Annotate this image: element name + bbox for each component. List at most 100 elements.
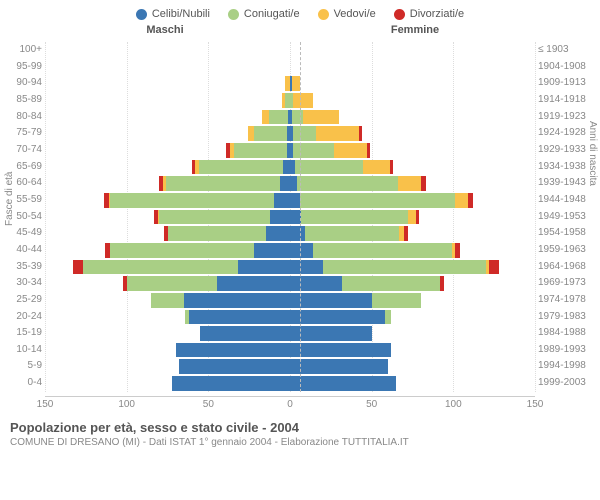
female-bars — [290, 93, 535, 108]
bar-segment — [290, 276, 342, 291]
male-bars — [45, 110, 290, 125]
bar-segment — [334, 143, 367, 158]
age-label: 65-69 — [2, 161, 42, 172]
male-bars — [45, 60, 290, 75]
legend-swatch — [318, 9, 329, 20]
age-row: 0-41999-2003 — [45, 375, 535, 392]
x-tick: 50 — [366, 399, 377, 410]
age-row: 35-391964-1968 — [45, 259, 535, 276]
birth-year-label: ≤ 1903 — [538, 44, 598, 55]
bar-group — [45, 210, 535, 225]
bar-segment — [359, 126, 362, 141]
bar-segment — [179, 359, 290, 374]
age-row: 40-441959-1963 — [45, 242, 535, 259]
female-bars — [290, 326, 535, 341]
age-row: 25-291974-1978 — [45, 292, 535, 309]
bar-segment — [385, 310, 392, 325]
age-row: 30-341969-1973 — [45, 275, 535, 292]
bar-segment — [274, 193, 290, 208]
bar-group — [45, 93, 535, 108]
bar-segment — [290, 226, 305, 241]
birth-year-label: 1994-1998 — [538, 360, 598, 371]
bar-segment — [280, 176, 290, 191]
male-bars — [45, 76, 290, 91]
bar-segment — [295, 160, 364, 175]
bar-segment — [110, 243, 254, 258]
column-headers: Maschi Femmine — [0, 24, 600, 36]
bar-segment — [290, 343, 391, 358]
female-bars — [290, 243, 535, 258]
bar-segment — [254, 243, 290, 258]
male-header: Maschi — [0, 24, 290, 36]
bar-segment — [290, 376, 396, 391]
age-label: 10-14 — [2, 344, 42, 355]
bar-segment — [323, 260, 486, 275]
bar-segment — [266, 226, 291, 241]
bar-segment — [293, 93, 313, 108]
bar-group — [45, 310, 535, 325]
bar-group — [45, 276, 535, 291]
female-bars — [290, 226, 535, 241]
bar-segment — [176, 343, 290, 358]
birth-year-label: 1964-1968 — [538, 261, 598, 272]
bar-group — [45, 243, 535, 258]
female-bars — [290, 43, 535, 58]
bar-segment — [316, 126, 358, 141]
bar-segment — [489, 260, 499, 275]
female-bars — [290, 310, 535, 325]
female-bars — [290, 176, 535, 191]
bar-segment — [199, 160, 284, 175]
birth-year-label: 1939-1943 — [538, 177, 598, 188]
birth-year-label: 1919-1923 — [538, 111, 598, 122]
population-pyramid-chart: Fasce di età Anni di nascita 100+≤ 19039… — [0, 36, 600, 416]
age-label: 30-34 — [2, 277, 42, 288]
age-row: 65-691934-1938 — [45, 159, 535, 176]
female-bars — [290, 276, 535, 291]
bar-segment — [455, 243, 460, 258]
bar-segment — [301, 210, 407, 225]
legend-swatch — [136, 9, 147, 20]
age-label: 60-64 — [2, 177, 42, 188]
male-bars — [45, 359, 290, 374]
age-row: 85-891914-1918 — [45, 92, 535, 109]
legend-item: Coniugati/e — [228, 8, 300, 20]
bar-segment — [404, 226, 407, 241]
bar-group — [45, 176, 535, 191]
age-label: 70-74 — [2, 144, 42, 155]
female-header: Femmine — [290, 24, 600, 36]
age-label: 20-24 — [2, 311, 42, 322]
bar-segment — [290, 260, 323, 275]
male-bars — [45, 343, 290, 358]
chart-subtitle: COMUNE DI DRESANO (MI) - Dati ISTAT 1° g… — [10, 437, 590, 448]
bar-segment — [290, 293, 372, 308]
birth-year-label: 1969-1973 — [538, 277, 598, 288]
bar-group — [45, 226, 535, 241]
male-bars — [45, 243, 290, 258]
bar-segment — [73, 260, 83, 275]
x-tick: 50 — [203, 399, 214, 410]
bar-segment — [416, 210, 419, 225]
birth-year-label: 1979-1983 — [538, 311, 598, 322]
male-bars — [45, 376, 290, 391]
age-label: 80-84 — [2, 111, 42, 122]
age-label: 50-54 — [2, 211, 42, 222]
female-bars — [290, 376, 535, 391]
bar-segment — [372, 293, 421, 308]
age-row: 55-591944-1948 — [45, 192, 535, 209]
bar-segment — [290, 310, 385, 325]
bar-segment — [127, 276, 217, 291]
legend-item: Celibi/Nubili — [136, 8, 210, 20]
bar-segment — [293, 126, 316, 141]
female-bars — [290, 210, 535, 225]
female-bars — [290, 193, 535, 208]
bar-group — [45, 126, 535, 141]
female-bars — [290, 110, 535, 125]
bar-segment — [305, 226, 400, 241]
age-label: 55-59 — [2, 194, 42, 205]
male-bars — [45, 226, 290, 241]
bar-segment — [297, 176, 398, 191]
bar-segment — [159, 210, 270, 225]
chart-footer: Popolazione per età, sesso e stato civil… — [0, 416, 600, 448]
bar-segment — [151, 293, 184, 308]
bar-group — [45, 376, 535, 391]
